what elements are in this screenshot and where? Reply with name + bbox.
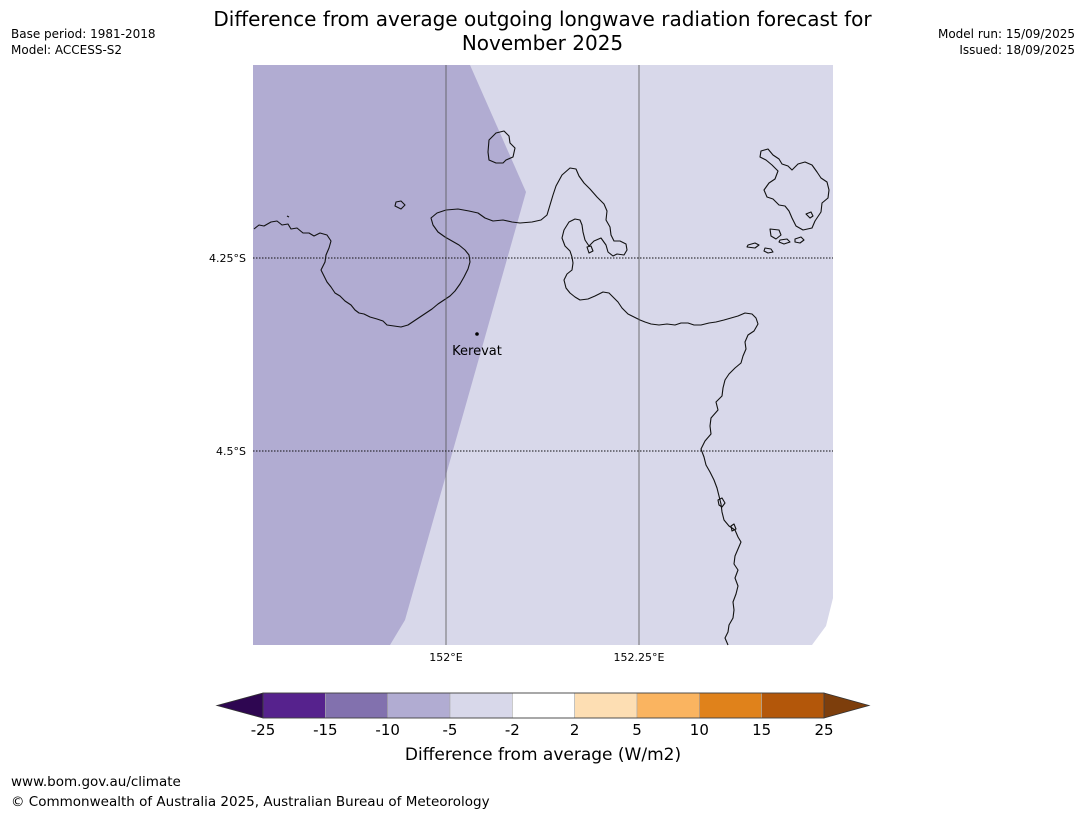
lon-label-152e: 152°E [429, 651, 462, 664]
lat-label-4-25s: 4.25°S [209, 252, 246, 265]
footer-url[interactable]: www.bom.gov.au/climate [11, 774, 181, 790]
colorbar-tick-label: -15 [313, 721, 338, 739]
colorbar-tick-label: -5 [443, 721, 458, 739]
colorbar-tick-label: -25 [251, 721, 276, 739]
colorbar-tick-label: 10 [690, 721, 709, 739]
colorbar-tick-label: 15 [752, 721, 771, 739]
colorbar-over-arrow [824, 693, 869, 718]
colorbar-segment [388, 693, 450, 718]
colorbar-segment [762, 693, 824, 718]
colorbar-tick-label: 5 [632, 721, 642, 739]
colorbar-segment [450, 693, 512, 718]
colorbar-tick-label: -2 [505, 721, 520, 739]
kerevat-label: Kerevat [452, 344, 502, 359]
colorbar: -25 -15 -10 -5 -2 2 5 10 15 25 [217, 693, 869, 739]
map-figure: 4.25°S 4.5°S 152°E 152.25°E Kerevat -25-… [0, 0, 1085, 816]
colorbar-segment [263, 693, 325, 718]
colorbar-segment [575, 693, 637, 718]
colorbar-label: Difference from average (W/m2) [243, 745, 843, 765]
kerevat-marker [475, 332, 479, 336]
colorbar-tick-label: 25 [814, 721, 833, 739]
colorbar-segment [637, 693, 699, 718]
colorbar-tick-label: -10 [375, 721, 400, 739]
colorbar-segment [512, 693, 574, 718]
lon-label-152-25e: 152.25°E [614, 651, 665, 664]
colorbar-segment [699, 693, 761, 718]
colorbar-tick-label: 2 [570, 721, 580, 739]
colorbar-under-arrow [217, 693, 263, 718]
lat-label-4-5s: 4.5°S [216, 445, 246, 458]
map-panel: 4.25°S 4.5°S 152°E 152.25°E Kerevat [209, 65, 833, 664]
colorbar-segment [325, 693, 387, 718]
footer-copyright: © Commonwealth of Australia 2025, Austra… [11, 794, 490, 810]
